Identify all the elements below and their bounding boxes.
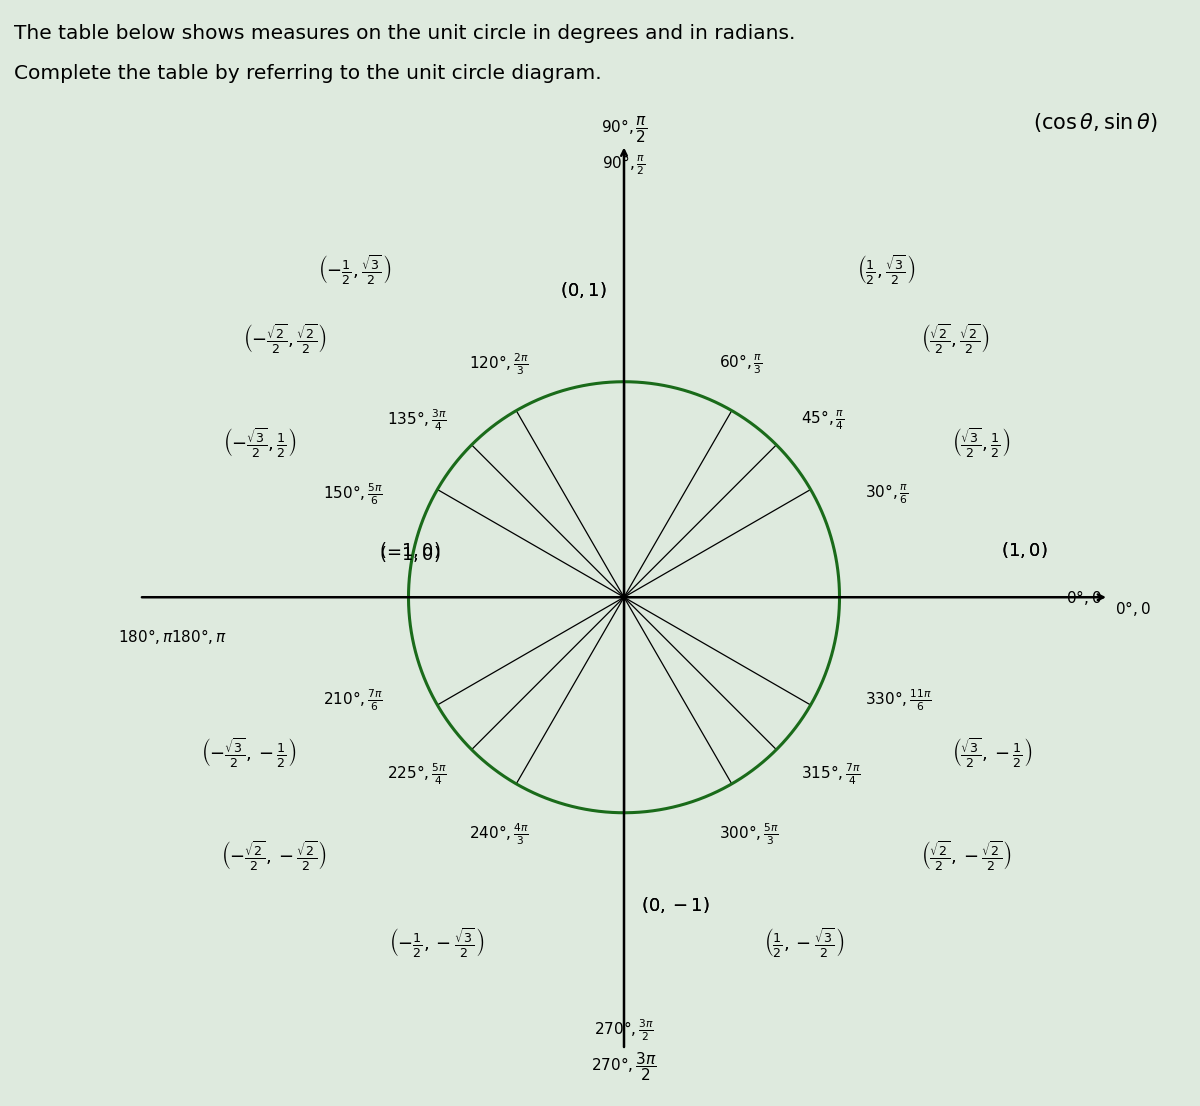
Text: $0°,0$: $0°,0$: [1115, 598, 1151, 617]
Text: $270°,\dfrac{3\pi}{2}$: $270°,\dfrac{3\pi}{2}$: [592, 1050, 656, 1083]
Text: $(0,-1)$: $(0,-1)$: [641, 895, 710, 915]
Text: $240°,\frac{4\pi}{3}$: $240°,\frac{4\pi}{3}$: [469, 822, 529, 847]
Text: $\left(-\frac{\sqrt{3}}{2},\frac{1}{2}\right)$: $\left(-\frac{\sqrt{3}}{2},\frac{1}{2}\r…: [223, 426, 296, 459]
Text: $225°,\frac{5\pi}{4}$: $225°,\frac{5\pi}{4}$: [388, 761, 448, 786]
Text: $90°,\frac{\pi}{2}$: $90°,\frac{\pi}{2}$: [602, 154, 646, 177]
Text: $0°,0$: $0°,0$: [1066, 587, 1102, 607]
Text: $(1,0)$: $(1,0)$: [1001, 540, 1048, 560]
Text: $90°,\dfrac{\pi}{2}$: $90°,\dfrac{\pi}{2}$: [601, 115, 647, 145]
Text: $(0,1)$: $(0,1)$: [560, 280, 607, 300]
Text: $210°,\frac{7\pi}{6}$: $210°,\frac{7\pi}{6}$: [323, 688, 383, 713]
Text: $(-1,0)$: $(-1,0)$: [379, 540, 440, 560]
Text: The table below shows measures on the unit circle in degrees and in radians.: The table below shows measures on the un…: [14, 24, 796, 43]
Text: $150°,\frac{5\pi}{6}$: $150°,\frac{5\pi}{6}$: [323, 481, 383, 507]
Text: $\left(\frac{\sqrt{2}}{2},-\frac{\sqrt{2}}{2}\right)$: $\left(\frac{\sqrt{2}}{2},-\frac{\sqrt{2…: [922, 839, 1012, 873]
Text: $\left(-\frac{1}{2},-\frac{\sqrt{3}}{2}\right)$: $\left(-\frac{1}{2},-\frac{\sqrt{3}}{2}\…: [389, 926, 484, 959]
Text: $\left(\frac{\sqrt{2}}{2},\frac{\sqrt{2}}{2}\right)$: $\left(\frac{\sqrt{2}}{2},\frac{\sqrt{2}…: [922, 322, 990, 355]
Text: $(1,0)$: $(1,0)$: [1001, 540, 1048, 560]
Text: $\left(\frac{\sqrt{3}}{2},-\frac{1}{2}\right)$: $\left(\frac{\sqrt{3}}{2},-\frac{1}{2}\r…: [952, 735, 1032, 769]
Text: $330°,\frac{11\pi}{6}$: $330°,\frac{11\pi}{6}$: [865, 688, 932, 713]
Text: $60°,\frac{\pi}{3}$: $60°,\frac{\pi}{3}$: [719, 353, 762, 376]
Text: $(\cos\theta,\sin\theta)$: $(\cos\theta,\sin\theta)$: [1033, 111, 1158, 134]
Text: $45°,\frac{\pi}{4}$: $45°,\frac{\pi}{4}$: [800, 409, 845, 432]
Text: $\left(-\frac{\sqrt{3}}{2},-\frac{1}{2}\right)$: $\left(-\frac{\sqrt{3}}{2},-\frac{1}{2}\…: [202, 735, 296, 769]
Text: $\left(\frac{\sqrt{3}}{2},\frac{1}{2}\right)$: $\left(\frac{\sqrt{3}}{2},\frac{1}{2}\ri…: [952, 426, 1009, 459]
Text: $315°,\frac{7\pi}{4}$: $315°,\frac{7\pi}{4}$: [800, 761, 860, 786]
Text: Complete the table by referring to the unit circle diagram.: Complete the table by referring to the u…: [14, 64, 602, 83]
Text: $180°,\pi$: $180°,\pi$: [172, 626, 227, 646]
Text: $135°,\frac{3\pi}{4}$: $135°,\frac{3\pi}{4}$: [388, 408, 448, 434]
Text: $120°,\frac{2\pi}{3}$: $120°,\frac{2\pi}{3}$: [469, 352, 529, 377]
Text: $\left(\frac{1}{2},\frac{\sqrt{3}}{2}\right)$: $\left(\frac{1}{2},\frac{\sqrt{3}}{2}\ri…: [857, 253, 914, 286]
Text: $(-1,0)$: $(-1,0)$: [379, 544, 440, 564]
Text: $\left(\frac{1}{2},-\frac{\sqrt{3}}{2}\right)$: $\left(\frac{1}{2},-\frac{\sqrt{3}}{2}\r…: [764, 926, 845, 959]
Text: $(0,1)$: $(0,1)$: [560, 280, 607, 300]
Text: $\left(-\frac{\sqrt{2}}{2},-\frac{\sqrt{2}}{2}\right)$: $\left(-\frac{\sqrt{2}}{2},-\frac{\sqrt{…: [221, 839, 326, 873]
Text: $\left(-\frac{\sqrt{2}}{2},\frac{\sqrt{2}}{2}\right)$: $\left(-\frac{\sqrt{2}}{2},\frac{\sqrt{2…: [242, 322, 326, 355]
Text: $(0,-1)$: $(0,-1)$: [641, 895, 710, 915]
Text: $300°,\frac{5\pi}{3}$: $300°,\frac{5\pi}{3}$: [719, 822, 779, 847]
Text: $270°,\frac{3\pi}{2}$: $270°,\frac{3\pi}{2}$: [594, 1018, 654, 1043]
Text: $180°,\pi$: $180°,\pi$: [118, 626, 174, 646]
Text: $30°,\frac{\pi}{6}$: $30°,\frac{\pi}{6}$: [865, 482, 910, 505]
Text: $\left(-\frac{1}{2},\frac{\sqrt{3}}{2}\right)$: $\left(-\frac{1}{2},\frac{\sqrt{3}}{2}\r…: [318, 253, 391, 286]
